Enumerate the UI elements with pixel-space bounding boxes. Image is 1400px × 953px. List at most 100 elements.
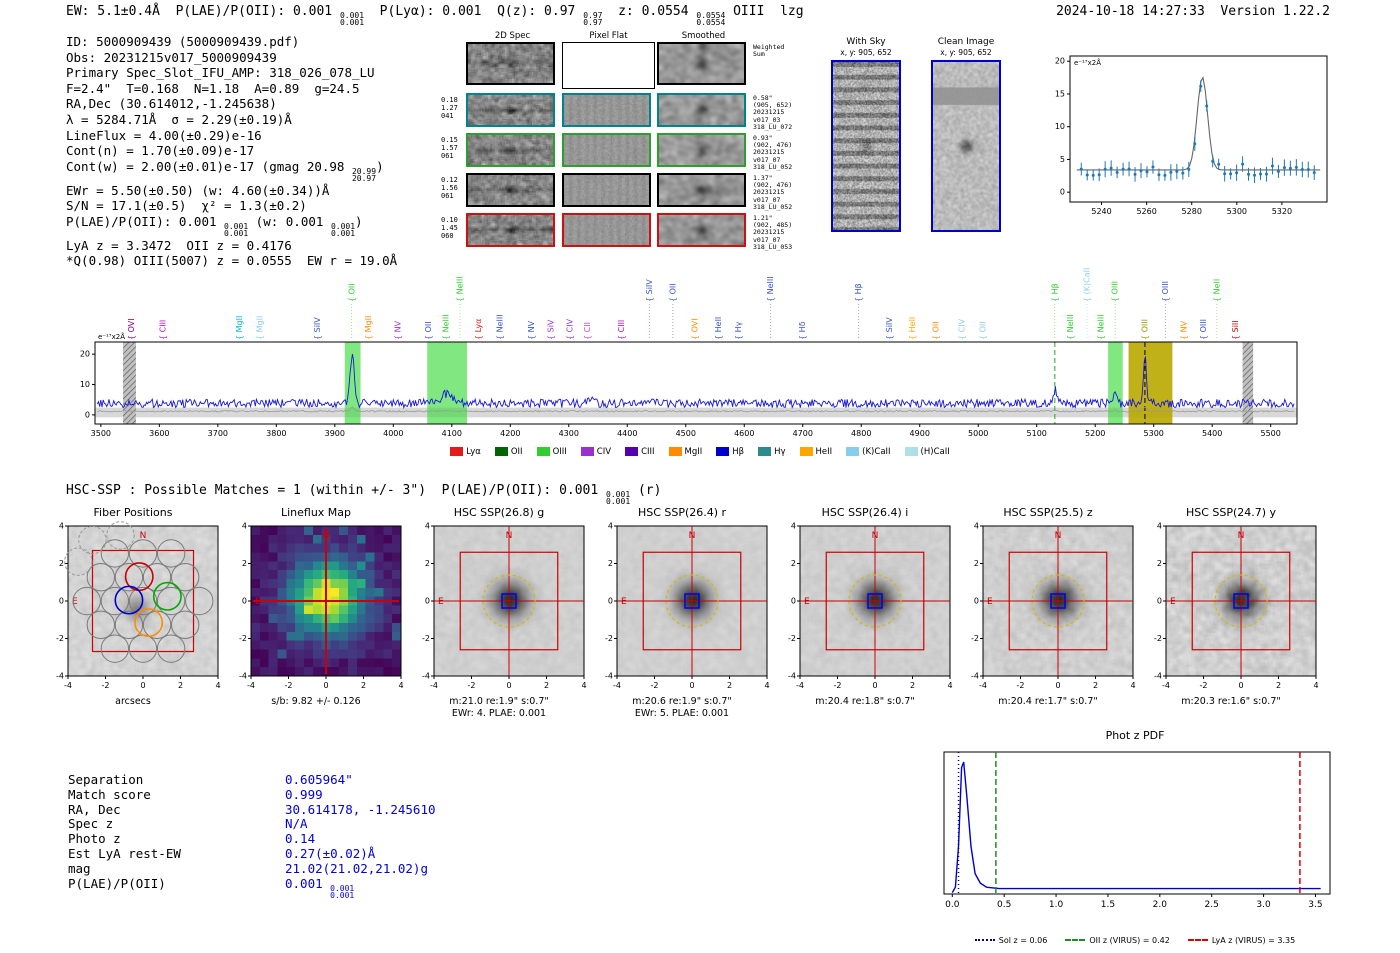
svg-text:{ NV: { NV (393, 320, 402, 340)
text-segment: Primary Spec_Slot_IFU_AMP: 318_026_078_L… (66, 65, 375, 81)
svg-text:4800: 4800 (851, 429, 871, 438)
text-segment: 30.614178, -1.245610 (285, 801, 436, 817)
photz-legend-label: OII z (VIRUS) = 0.42 (1089, 935, 1170, 945)
fraction-top: 0.001 (224, 221, 249, 231)
meta-line: 1.21" (753, 214, 773, 222)
meta-line: 318_LU_052 (753, 202, 793, 211)
svg-text:20: 20 (80, 350, 90, 359)
meta-line: 20231215 (753, 108, 785, 117)
cleanimage-title: Clean Image (937, 37, 995, 47)
fraction-top: 0.001 (330, 221, 356, 231)
spec2d-fiber-stats: 0.12 1.56 061 (441, 176, 464, 200)
cutout-caption: m:20.6 re:1.9" s:0.7" (632, 696, 732, 707)
info-line: LineFlux = 4.00(±0.29)e-16 (66, 128, 446, 144)
svg-text:-2: -2 (651, 681, 659, 690)
svg-text:{ OVI: { OVI (127, 318, 136, 340)
stacked-fraction: 0.97 0.97 (583, 11, 603, 27)
legend-swatch (846, 447, 860, 456)
info-line: EWr = 5.50(±0.50) (w: 4.60(±0.34))Å (66, 183, 446, 199)
svg-text:{ OVI: { OVI (691, 318, 700, 340)
cutout-title: HSC SSP(26.8) g (453, 506, 545, 519)
withsky-title: With Sky (846, 37, 886, 47)
svg-text:5280: 5280 (1182, 207, 1202, 216)
fraction-top: 0.97 (583, 11, 603, 20)
hsc-match-summary: HSC-SSP : Possible Matches = 1 (within +… (66, 483, 661, 506)
svg-text:0: 0 (689, 681, 694, 690)
info-line: S/N = 17.1(±0.5) χ² = 1.3(±0.2) (66, 198, 446, 214)
stacked-fraction: 0.001 0.001 (224, 221, 249, 238)
info-line: Primary Spec_Slot_IFU_AMP: 318_026_078_L… (66, 65, 446, 81)
match-row: Est LyA rest-EW 0.27(±0.02)Å (68, 846, 628, 861)
meta-line: 0.93" (753, 134, 773, 142)
info-line: F=2.4" T=0.168 N=1.18 A=0.89 g=24.5 (66, 81, 446, 97)
photz-pdf-plot: 0.0 0.5 1.0 1.5 2.0 2.5 3.0 3.5 (943, 751, 1331, 910)
svg-text:{ Hβ: { Hβ (1050, 283, 1059, 302)
photz-legend-line (974, 939, 995, 941)
legend-label: Lyα (466, 446, 481, 457)
svg-text:5: 5 (1060, 155, 1065, 164)
legend-swatch (494, 447, 508, 456)
svg-text:4: 4 (791, 522, 796, 531)
svg-text:{ NeIII: { NeIII (1097, 314, 1106, 340)
photz-legend-label: Sol z = 0.06 (998, 935, 1048, 945)
svg-text:{ (K)CaII: { (K)CaII (1083, 268, 1092, 302)
cutout-caption-2: EWr: 5. PLAE: 0.001 (634, 708, 730, 719)
text-segment: 0.14 (285, 831, 316, 847)
match-value: 0.001 0.001 0.001 (285, 876, 354, 900)
svg-text:-4: -4 (1162, 681, 1170, 690)
svg-text:-4: -4 (64, 681, 72, 690)
svg-text:2: 2 (974, 559, 979, 568)
svg-text:{ MgII: { MgII (364, 316, 373, 340)
svg-text:0: 0 (872, 681, 877, 690)
fraction-bottom: 0.001 (330, 891, 355, 900)
legend-item: Hβ (716, 447, 744, 457)
svg-text:5300: 5300 (1227, 207, 1247, 216)
svg-text:4: 4 (974, 522, 979, 531)
svg-text:2: 2 (608, 559, 613, 568)
svg-text:-4: -4 (239, 672, 247, 681)
svg-text:5300: 5300 (1144, 429, 1164, 438)
match-value: 0.14 (285, 831, 315, 846)
svg-text:E: E (1170, 597, 1176, 607)
svg-text:2: 2 (1276, 681, 1281, 690)
meta-line: 20231215 (753, 188, 785, 197)
cutout-caption: s/b: 9.82 +/- 0.126 (271, 696, 361, 707)
svg-text:5240: 5240 (1091, 207, 1111, 216)
catalog-match-table: Separation 0.605964" Match score 0.999 RA, D… (68, 772, 628, 912)
stat-line: 0.18 (441, 96, 458, 104)
spec2d-image-flat (562, 213, 651, 247)
cutout-title: HSC SSP(26.4) r (637, 506, 727, 519)
cleanimage-image (931, 60, 1001, 232)
svg-text:{ NeIII: { NeIII (441, 314, 450, 340)
text-segment: ) (355, 213, 363, 229)
svg-text:{ MgII: { MgII (255, 316, 264, 340)
text-segment: λ = 5284.71Å σ = 2.29(±0.19)Å (66, 111, 292, 127)
cutout-panel-lineflux: Lineflux Map-4-4-2-2002244NEs/b: 9.82 +/… (225, 506, 407, 722)
text-segment: HSC-SSP : Possible Matches = 1 (within +… (66, 483, 607, 498)
svg-text:5260: 5260 (1136, 207, 1156, 216)
text-segment: LyA z = 3.3472 OII z = 0.4176 (66, 237, 292, 253)
photz-legend-item: LyA z (VIRUS) = 3.35 (1187, 936, 1295, 945)
svg-text:{ OIII: { OIII (1161, 281, 1170, 302)
fraction-bottom: 20.97 (351, 174, 377, 184)
meta-line: v017_07 (753, 235, 781, 244)
svg-text:4200: 4200 (500, 429, 520, 438)
stat-line: 041 (441, 112, 454, 120)
svg-text:2: 2 (242, 559, 247, 568)
photz-legend-item: Sol z = 0.06 (974, 935, 1048, 945)
match-label: RA, Dec (68, 801, 121, 817)
svg-text:4: 4 (581, 681, 586, 690)
line-fit-inset-plot: 5240 5260 5280 5300 5320 0 5 10 15 20 e⁻¹⁷x2Å (1055, 55, 1328, 216)
match-value: N/A (285, 816, 308, 831)
cutout-overlay-fiber: -4-4 -2 -2 0 0 2 2 4 4 N E (56, 521, 221, 690)
text-segment: (r) (630, 483, 662, 498)
full-spectrum-plot: 3500 3600 3700 3800 3900 4000 4100 4200 4300 4400… (80, 268, 1298, 438)
match-value: 21.02(21.02,21.02)g (285, 861, 428, 876)
cutout-title: HSC SSP(25.5) z (1003, 506, 1093, 519)
svg-text:2: 2 (178, 681, 183, 690)
svg-text:-4: -4 (971, 672, 979, 681)
text-segment: Obs: 20231215v017_5000909439 (66, 49, 277, 65)
